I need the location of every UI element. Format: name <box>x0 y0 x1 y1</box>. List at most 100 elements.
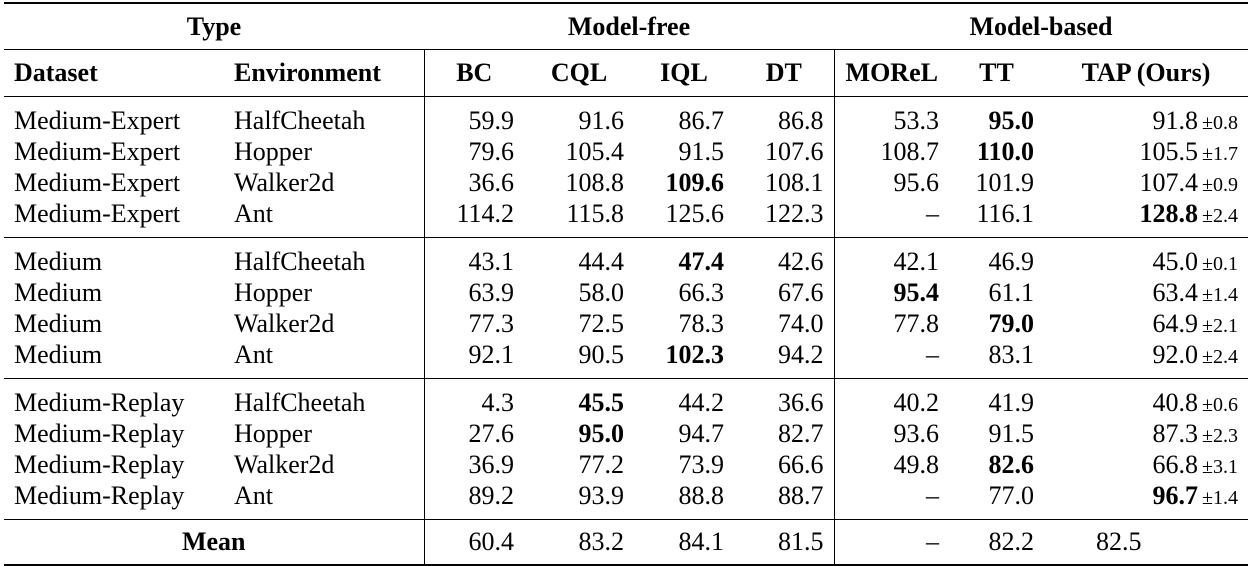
morel-cell: 53.3 <box>893 105 940 135</box>
tap-cell: 63.4 ±1.4 <box>1044 277 1248 308</box>
environment-cell: HalfCheetah <box>224 387 425 418</box>
tap-value: 45.0 <box>1152 246 1199 276</box>
tap-value: 40.8 <box>1152 387 1199 417</box>
model-based-header: Model-based <box>969 11 1113 41</box>
tt-cell: 91.5 <box>988 418 1035 448</box>
tap-std: ±0.8 <box>1202 111 1238 134</box>
tt-cell: 110.0 <box>976 136 1034 166</box>
tap-cell: 66.8 ±3.1 <box>1044 449 1248 480</box>
environment-cell: Walker2d <box>224 449 425 480</box>
tap-cell: 64.9 ±2.1 <box>1044 308 1248 339</box>
dt-cell: 66.6 <box>734 449 835 480</box>
cql-cell: 105.4 <box>565 136 625 166</box>
iql-cell: 86.7 <box>678 105 725 135</box>
cql-cell: 77.2 <box>578 449 625 479</box>
column-header-row: Dataset Environment BC CQL IQL DT MOReL … <box>4 49 1248 97</box>
iql-cell: 44.2 <box>678 387 725 417</box>
mean-bc: 60.4 <box>468 527 515 556</box>
col-header-bc: BC <box>456 58 493 87</box>
mean-tap: 82.5 <box>1096 527 1142 556</box>
dt-cell: 107.6 <box>734 136 835 167</box>
dataset-cell: Medium-Expert <box>14 136 181 166</box>
dt-cell: 88.7 <box>734 480 835 511</box>
table-row: Medium-Replay Ant 89.2 93.9 88.8 88.7 – … <box>4 480 1248 511</box>
dt-cell: 36.6 <box>734 387 835 418</box>
iql-cell: 78.3 <box>678 308 725 338</box>
table-row: Medium-Expert Ant 114.2 115.8 125.6 122.… <box>4 198 1248 229</box>
tap-std: ±3.1 <box>1202 455 1238 478</box>
mean-cql: 83.2 <box>578 527 625 556</box>
dataset-cell: Medium <box>14 339 103 369</box>
tap-std: ±1.4 <box>1202 283 1238 306</box>
environment-cell: Ant <box>224 198 425 229</box>
bc-cell: 63.9 <box>468 277 515 307</box>
tap-std: ±0.1 <box>1202 252 1238 275</box>
dataset-cell: Medium <box>14 246 103 276</box>
table-row: Medium-Replay Walker2d 36.9 77.2 73.9 66… <box>4 449 1248 480</box>
tt-cell: 46.9 <box>988 246 1035 276</box>
tap-cell: 128.8 ±2.4 <box>1044 198 1248 229</box>
dataset-cell: Medium-Replay <box>14 480 185 510</box>
morel-cell: 108.7 <box>880 136 940 166</box>
cql-cell: 44.4 <box>578 246 625 276</box>
table-row: Medium HalfCheetah 43.1 44.4 47.4 42.6 4… <box>4 246 1248 277</box>
bc-cell: 79.6 <box>468 136 515 166</box>
environment-cell: Hopper <box>224 277 425 308</box>
mean-iql: 84.1 <box>678 527 725 556</box>
dataset-cell: Medium-Expert <box>14 198 181 228</box>
tap-cell: 105.5 ±1.7 <box>1044 136 1248 167</box>
cql-cell: 108.8 <box>565 167 625 197</box>
table-row: Medium-Expert Walker2d 36.6 108.8 109.6 … <box>4 167 1248 198</box>
table-row: Medium Hopper 63.9 58.0 66.3 67.6 95.4 6… <box>4 277 1248 308</box>
mean-dt: 81.5 <box>734 519 835 565</box>
mean-tt: 82.2 <box>988 527 1035 556</box>
tap-std: ±2.4 <box>1202 204 1238 227</box>
morel-cell: 42.1 <box>893 246 940 276</box>
tap-value: 105.5 <box>1139 136 1199 166</box>
iql-cell: 66.3 <box>678 277 725 307</box>
cql-cell: 93.9 <box>578 480 625 510</box>
bc-cell: 92.1 <box>468 339 515 369</box>
iql-cell: 73.9 <box>678 449 725 479</box>
morel-cell: 77.8 <box>893 308 940 338</box>
results-table: Type Model-free Model-based Dataset Envi… <box>4 2 1248 566</box>
tap-std: ±2.4 <box>1202 345 1238 368</box>
tap-value: 87.3 <box>1152 418 1199 448</box>
tap-cell: 91.8 ±0.8 <box>1044 105 1248 136</box>
tt-cell: 82.6 <box>988 449 1035 479</box>
tt-cell: 101.9 <box>975 167 1035 197</box>
tap-value: 92.0 <box>1152 339 1199 369</box>
dt-cell: 94.2 <box>734 339 835 370</box>
dataset-cell: Medium <box>14 308 103 338</box>
cql-cell: 45.5 <box>578 387 625 417</box>
cql-cell: 115.8 <box>566 198 624 228</box>
tt-cell: 79.0 <box>988 308 1035 338</box>
cql-cell: 91.6 <box>578 105 625 135</box>
mean-morel: – <box>926 527 939 556</box>
bc-cell: 36.9 <box>468 449 515 479</box>
morel-cell: – <box>926 480 939 510</box>
tt-cell: 83.1 <box>988 339 1035 369</box>
tap-cell: 40.8 ±0.6 <box>1044 387 1248 418</box>
col-header-tt: TT <box>979 58 1014 87</box>
tap-value: 128.8 <box>1139 198 1199 228</box>
environment-cell: Walker2d <box>224 308 425 339</box>
bc-cell: 59.9 <box>468 105 515 135</box>
col-header-environment: Environment <box>224 49 425 97</box>
bc-cell: 36.6 <box>468 167 515 197</box>
col-header-iql: IQL <box>660 58 708 87</box>
tap-std: ±0.9 <box>1202 173 1238 196</box>
tt-cell: 95.0 <box>988 105 1035 135</box>
col-header-dataset: Dataset <box>14 58 98 87</box>
dataset-cell: Medium-Replay <box>14 387 185 417</box>
dt-cell: 108.1 <box>734 167 835 198</box>
dt-cell: 122.3 <box>734 198 835 229</box>
cql-cell: 58.0 <box>578 277 625 307</box>
morel-cell: – <box>926 198 939 228</box>
dt-cell: 42.6 <box>734 246 835 277</box>
dataset-cell: Medium-Expert <box>14 167 181 197</box>
table-row: Medium Walker2d 77.3 72.5 78.3 74.0 77.8… <box>4 308 1248 339</box>
bc-cell: 77.3 <box>468 308 515 338</box>
col-header-cql: CQL <box>550 58 608 87</box>
